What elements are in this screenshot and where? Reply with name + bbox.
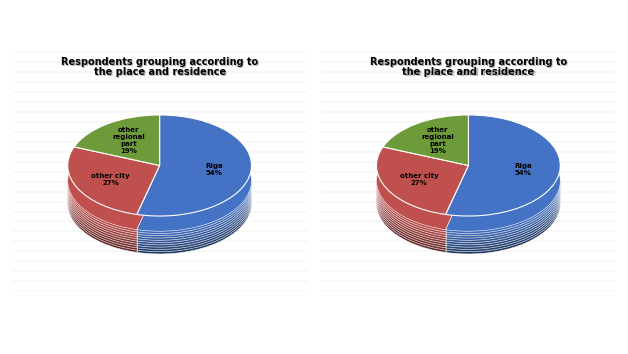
Wedge shape: [445, 142, 560, 242]
Text: other city
27%: other city 27%: [400, 173, 438, 186]
Text: the place and residence: the place and residence: [404, 68, 536, 78]
Wedge shape: [137, 135, 251, 236]
Wedge shape: [383, 144, 468, 194]
Text: Riga
54%: Riga 54%: [514, 163, 532, 176]
Wedge shape: [137, 132, 251, 234]
Wedge shape: [74, 150, 160, 201]
Text: other
regional
part
19%: other regional part 19%: [421, 127, 454, 154]
Wedge shape: [74, 115, 160, 165]
Wedge shape: [74, 144, 160, 194]
Wedge shape: [68, 178, 160, 246]
Text: other city
27%: other city 27%: [91, 173, 130, 186]
Text: Respondents grouping according to: Respondents grouping according to: [61, 57, 258, 67]
Text: the place and residence: the place and residence: [95, 68, 227, 78]
Wedge shape: [68, 176, 160, 243]
Wedge shape: [68, 164, 160, 232]
Wedge shape: [383, 115, 468, 165]
Wedge shape: [137, 142, 251, 242]
Wedge shape: [68, 147, 160, 215]
Wedge shape: [445, 144, 560, 245]
Wedge shape: [68, 183, 160, 250]
Wedge shape: [137, 139, 251, 240]
Wedge shape: [137, 148, 251, 250]
Wedge shape: [68, 173, 160, 241]
Wedge shape: [74, 130, 160, 181]
Wedge shape: [445, 137, 560, 238]
Wedge shape: [377, 171, 468, 239]
Wedge shape: [377, 178, 468, 246]
Wedge shape: [445, 148, 560, 250]
Wedge shape: [137, 144, 251, 245]
Wedge shape: [137, 146, 251, 247]
Text: Respondents grouping according to: Respondents grouping according to: [62, 58, 259, 68]
Wedge shape: [68, 171, 160, 239]
Wedge shape: [383, 150, 468, 201]
Wedge shape: [137, 137, 251, 238]
Wedge shape: [137, 150, 251, 252]
Wedge shape: [68, 167, 160, 234]
Wedge shape: [68, 162, 160, 230]
Wedge shape: [377, 147, 468, 215]
Text: Respondents grouping according to: Respondents grouping according to: [371, 58, 568, 68]
Wedge shape: [68, 185, 160, 252]
Wedge shape: [377, 167, 468, 234]
Wedge shape: [74, 135, 160, 185]
Text: the place and residence: the place and residence: [403, 67, 534, 77]
Wedge shape: [383, 137, 468, 188]
Wedge shape: [383, 146, 468, 196]
Wedge shape: [445, 146, 560, 247]
Wedge shape: [74, 148, 160, 199]
Wedge shape: [445, 132, 560, 234]
Wedge shape: [383, 139, 468, 190]
Wedge shape: [377, 183, 468, 250]
Wedge shape: [445, 135, 560, 236]
Wedge shape: [383, 148, 468, 199]
Wedge shape: [137, 115, 251, 216]
Wedge shape: [445, 153, 560, 254]
Wedge shape: [383, 132, 468, 183]
Wedge shape: [377, 162, 468, 230]
Text: Riga
54%: Riga 54%: [205, 163, 223, 176]
Wedge shape: [68, 180, 160, 248]
Wedge shape: [445, 130, 560, 231]
Wedge shape: [74, 146, 160, 196]
Text: Respondents grouping according to: Respondents grouping according to: [370, 57, 567, 67]
Wedge shape: [383, 142, 468, 192]
Wedge shape: [74, 137, 160, 188]
Wedge shape: [74, 139, 160, 190]
Wedge shape: [377, 164, 468, 232]
Wedge shape: [383, 130, 468, 181]
Wedge shape: [68, 169, 160, 236]
Wedge shape: [74, 153, 160, 204]
Wedge shape: [383, 135, 468, 185]
Wedge shape: [137, 130, 251, 231]
Wedge shape: [377, 173, 468, 241]
Wedge shape: [377, 185, 468, 252]
Wedge shape: [445, 139, 560, 240]
Wedge shape: [383, 153, 468, 204]
Wedge shape: [74, 132, 160, 183]
Wedge shape: [74, 142, 160, 192]
Wedge shape: [445, 115, 560, 216]
Wedge shape: [377, 180, 468, 248]
Wedge shape: [377, 176, 468, 243]
Wedge shape: [377, 169, 468, 236]
Wedge shape: [445, 150, 560, 252]
Text: other
regional
part
19%: other regional part 19%: [112, 127, 145, 154]
Wedge shape: [137, 153, 251, 254]
Text: the place and residence: the place and residence: [94, 67, 225, 77]
